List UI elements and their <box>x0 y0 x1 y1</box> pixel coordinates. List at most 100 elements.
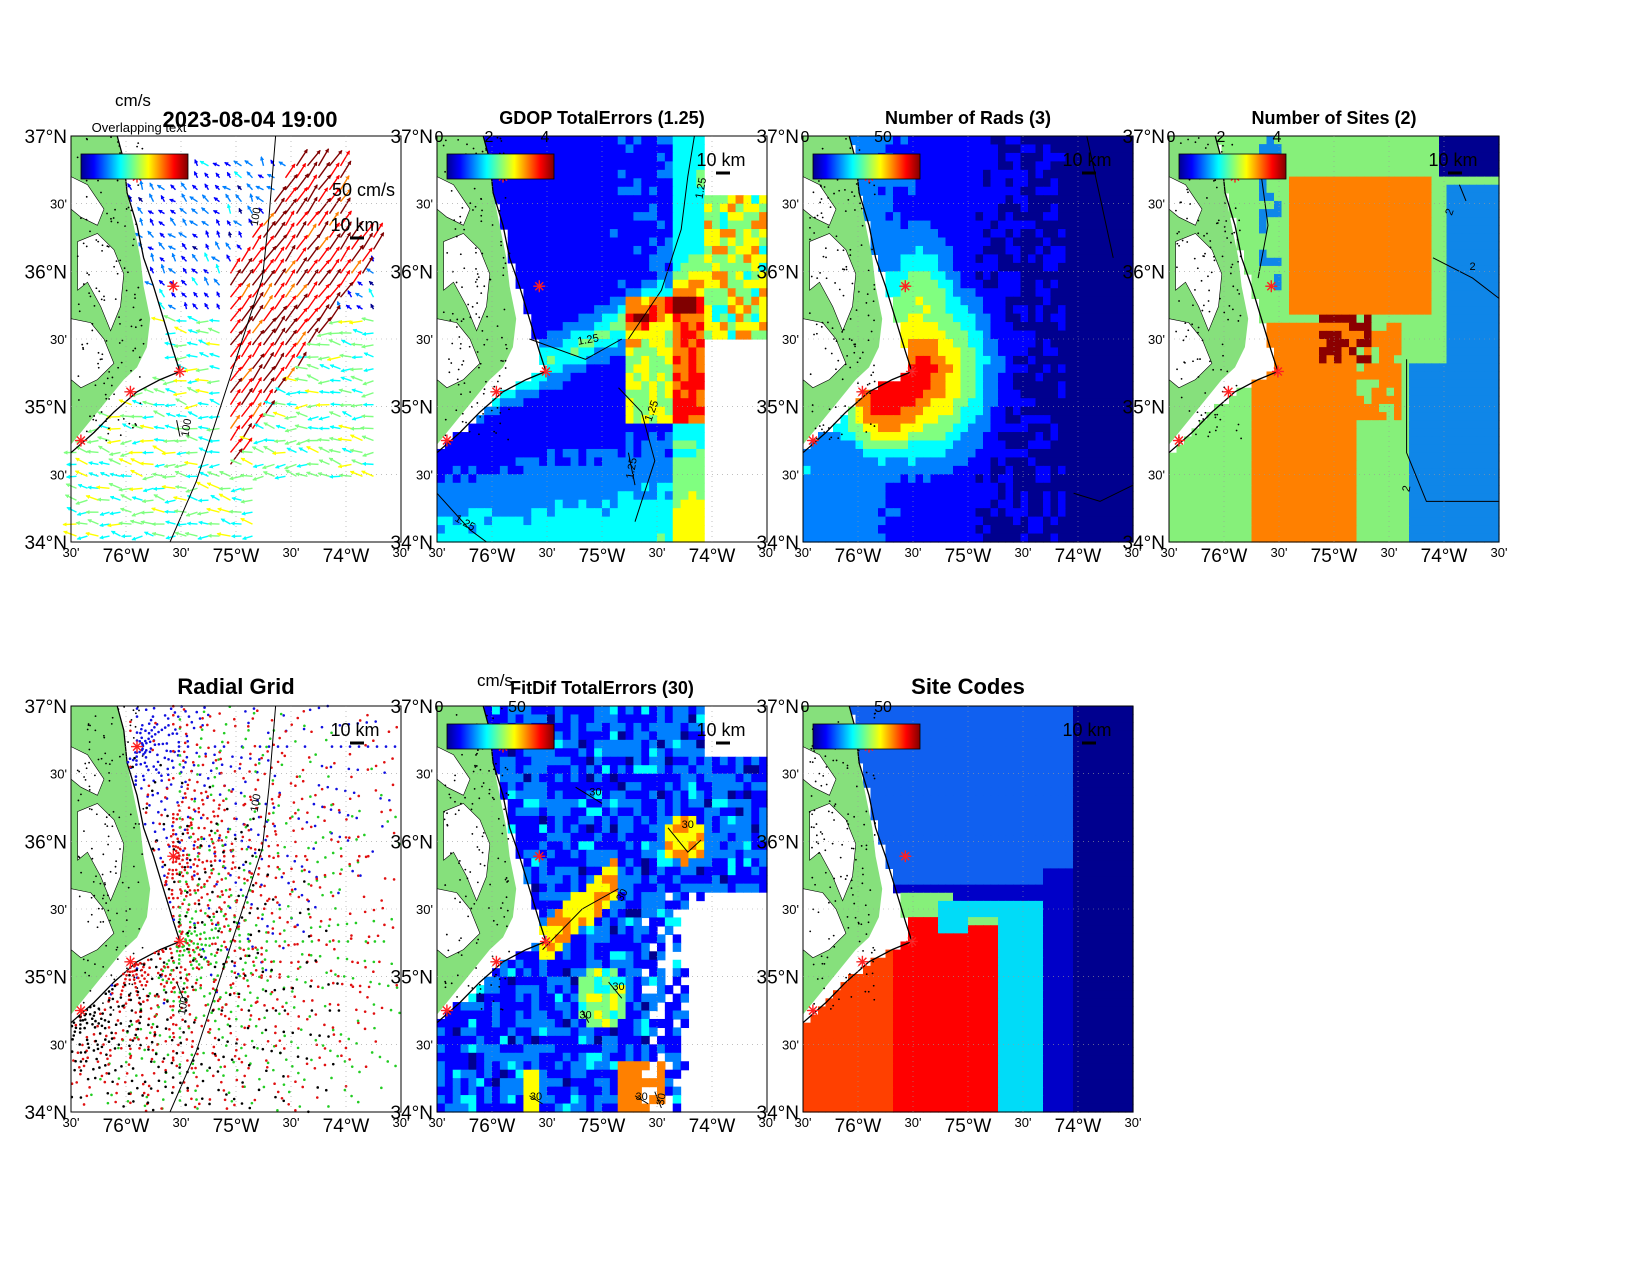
contour-line <box>608 981 623 999</box>
site-marker <box>856 385 869 398</box>
x-tick-label: 30' <box>63 545 80 560</box>
x-tick-label: 30' <box>539 545 556 560</box>
y-tick-label: 36°N <box>25 832 67 853</box>
x-tick-label: 30' <box>173 545 190 560</box>
y-tick-label: 30' <box>782 1037 799 1052</box>
contour-line <box>1406 359 1499 502</box>
contour-line <box>176 420 181 437</box>
y-tick-label: 30' <box>1148 332 1165 347</box>
contour-line <box>1458 184 1467 202</box>
contour-line <box>581 1010 590 1023</box>
x-tick-label: 30' <box>1015 1115 1032 1130</box>
contour-label: 30 <box>579 1010 591 1022</box>
y-tick-label: 36°N <box>1123 262 1165 283</box>
x-tick-label: 30' <box>283 545 300 560</box>
panel-title: GDOP TotalErrors (1.25) <box>499 108 704 128</box>
y-tick-label: 34°N <box>25 1103 67 1124</box>
contour-line <box>436 492 487 543</box>
coastline <box>436 705 547 1024</box>
contour-line <box>529 1095 543 1105</box>
y-tick-label: 37°N <box>757 697 799 718</box>
site-marker <box>1271 365 1284 378</box>
coastline <box>70 135 181 454</box>
sound-water <box>802 318 847 389</box>
x-tick-label: 76°W <box>835 546 882 567</box>
x-tick-label: 30' <box>539 1115 556 1130</box>
contour-line <box>667 827 702 853</box>
x-tick-label: 30' <box>795 1115 812 1130</box>
x-tick-label: 30' <box>649 1115 666 1130</box>
y-tick-label: 37°N <box>757 127 799 148</box>
y-tick-label: 35°N <box>25 968 67 989</box>
sound-water <box>809 803 857 902</box>
figure-timestamp: 2023-08-04 19:00 <box>163 107 338 132</box>
y-tick-label: 30' <box>782 902 799 917</box>
x-tick-label: 75°W <box>213 1116 260 1137</box>
x-tick-label: 75°W <box>1311 546 1358 567</box>
site-marker <box>74 434 87 447</box>
panel-nrads: 37°N30'36°N30'35°N30'34°N30' 76°W 30' 75°W 3… <box>757 108 1142 567</box>
x-tick-label: 30' <box>1015 545 1032 560</box>
panel-title: Number of Sites (2) <box>1251 108 1416 128</box>
site-marker <box>806 434 819 447</box>
y-tick-label: 35°N <box>757 398 799 419</box>
x-tick-label: 76°W <box>469 1116 516 1137</box>
y-tick-label: 30' <box>50 902 67 917</box>
colorbar-tick: 2 <box>1217 129 1226 146</box>
x-tick-label: 75°W <box>945 1116 992 1137</box>
x-tick-label: 30' <box>1125 1115 1142 1130</box>
site-marker <box>905 365 918 378</box>
site-marker <box>856 955 869 968</box>
x-tick-label: 30' <box>905 545 922 560</box>
x-tick-label: 74°W <box>1421 546 1468 567</box>
site-marker <box>533 850 546 863</box>
x-tick-label: 30' <box>759 545 776 560</box>
y-tick-label: 34°N <box>1123 533 1165 554</box>
site-marker <box>167 280 180 293</box>
colorbar-tick: 2 <box>485 129 494 146</box>
contour-label: 2 <box>1401 485 1414 493</box>
y-tick-label: 36°N <box>391 832 433 853</box>
sound-water <box>443 233 491 332</box>
x-tick-label: 30' <box>795 545 812 560</box>
x-tick-label: 30' <box>283 1115 300 1130</box>
contour-label: 1.25 <box>577 332 600 348</box>
y-tick-label: 37°N <box>25 127 67 148</box>
contour-line <box>1086 135 1114 258</box>
site-marker <box>173 935 186 948</box>
scale-bar-label: 10 km <box>696 150 745 170</box>
y-tick-label: 35°N <box>757 968 799 989</box>
colorbar-tick: 0 <box>435 129 444 146</box>
sound-water <box>1175 233 1223 332</box>
sound-water <box>70 318 115 389</box>
x-tick-label: 30' <box>1161 545 1178 560</box>
colorbar: cm/s <box>80 91 189 180</box>
contour-line <box>634 1095 649 1105</box>
x-tick-label: 30' <box>1271 545 1288 560</box>
x-tick-label: 30' <box>429 545 446 560</box>
panel-title: Radial Grid <box>177 674 294 699</box>
site-marker <box>490 955 503 968</box>
colorbar-tick: 50 <box>874 129 892 146</box>
x-tick-label: 30' <box>173 1115 190 1130</box>
contour-line <box>654 1091 662 1109</box>
colorbar: 0 2 4 <box>435 129 555 180</box>
coastline <box>70 705 181 1024</box>
site-marker <box>539 935 552 948</box>
colorbar-tick: 4 <box>541 129 550 146</box>
colorbar: 0 50 <box>801 129 921 180</box>
y-tick-label: 37°N <box>391 127 433 148</box>
scale-bar-label: 10 km <box>330 720 379 740</box>
x-tick-label: 30' <box>1491 545 1508 560</box>
contour-line <box>169 705 277 1113</box>
site-marker <box>74 1004 87 1017</box>
contour-label: 30 <box>682 819 694 831</box>
x-tick-label: 30' <box>1381 545 1398 560</box>
y-tick-label: 36°N <box>25 262 67 283</box>
contour-label: 30 <box>614 887 631 904</box>
